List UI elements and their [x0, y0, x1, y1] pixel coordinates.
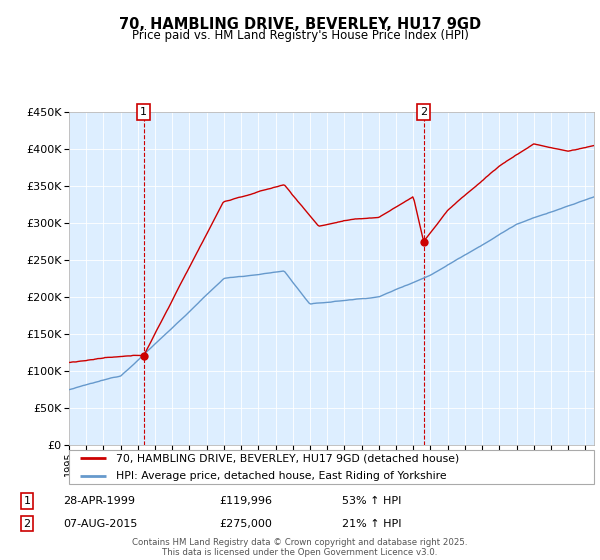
Text: 70, HAMBLING DRIVE, BEVERLEY, HU17 9GD: 70, HAMBLING DRIVE, BEVERLEY, HU17 9GD	[119, 17, 481, 32]
FancyBboxPatch shape	[69, 450, 594, 484]
Text: Contains HM Land Registry data © Crown copyright and database right 2025.
This d: Contains HM Land Registry data © Crown c…	[132, 538, 468, 557]
Text: £275,000: £275,000	[219, 519, 272, 529]
Text: 07-AUG-2015: 07-AUG-2015	[63, 519, 137, 529]
Text: 2: 2	[420, 107, 427, 117]
Text: £119,996: £119,996	[219, 496, 272, 506]
Text: Price paid vs. HM Land Registry's House Price Index (HPI): Price paid vs. HM Land Registry's House …	[131, 29, 469, 42]
Text: 2: 2	[23, 519, 31, 529]
Text: 70, HAMBLING DRIVE, BEVERLEY, HU17 9GD (detached house): 70, HAMBLING DRIVE, BEVERLEY, HU17 9GD (…	[116, 454, 460, 463]
Text: 21% ↑ HPI: 21% ↑ HPI	[342, 519, 401, 529]
Text: 53% ↑ HPI: 53% ↑ HPI	[342, 496, 401, 506]
Text: HPI: Average price, detached house, East Riding of Yorkshire: HPI: Average price, detached house, East…	[116, 471, 447, 480]
Text: 28-APR-1999: 28-APR-1999	[63, 496, 135, 506]
Text: 1: 1	[23, 496, 31, 506]
Text: 1: 1	[140, 107, 147, 117]
